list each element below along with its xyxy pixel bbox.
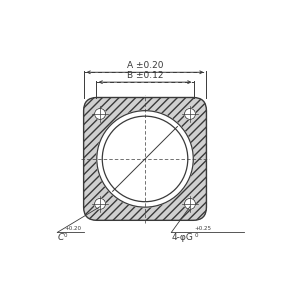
Text: +0.25: +0.25 — [194, 226, 211, 231]
Text: 0: 0 — [64, 233, 67, 238]
Text: A ±0.20: A ±0.20 — [127, 61, 163, 70]
Text: B ±0.12: B ±0.12 — [127, 70, 163, 80]
Circle shape — [185, 198, 196, 209]
Text: 0: 0 — [194, 233, 198, 238]
Circle shape — [95, 108, 106, 119]
Text: C: C — [57, 233, 64, 242]
Text: +0.20: +0.20 — [64, 226, 81, 231]
FancyBboxPatch shape — [84, 98, 207, 220]
Circle shape — [185, 108, 196, 119]
Text: 4-φG: 4-φG — [171, 233, 193, 242]
Circle shape — [97, 111, 193, 207]
Circle shape — [95, 198, 106, 209]
